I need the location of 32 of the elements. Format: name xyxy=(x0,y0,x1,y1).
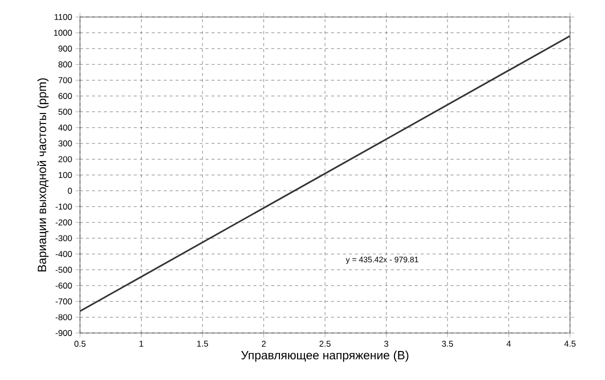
y-tick-label: 400 xyxy=(58,124,72,131)
y-tick-label: -400 xyxy=(56,251,72,257)
y-tick-label: -100 xyxy=(56,204,72,210)
y-tick-label: -500 xyxy=(56,266,72,273)
y-tick-label: 100 xyxy=(58,172,72,178)
x-tick-label: 2 xyxy=(262,340,266,347)
y-tick-label: -600 xyxy=(56,282,72,289)
x-tick-label: 0.5 xyxy=(74,340,86,347)
y-tick-label: 1100 xyxy=(54,14,72,20)
x-tick-label: 4.5 xyxy=(564,340,576,347)
x-tick-label: 1 xyxy=(140,340,144,347)
y-tick-label: 0 xyxy=(68,188,72,194)
y-tick-label: 200 xyxy=(58,156,72,162)
y-axis-title: Вариации выходной частоты (ppm) xyxy=(37,78,49,272)
x-tick-label: 3.5 xyxy=(442,340,454,347)
x-tick-label: 2.5 xyxy=(320,340,331,347)
y-tick-label: 500 xyxy=(58,108,72,115)
y-tick-label: 600 xyxy=(58,93,72,99)
y-tick-label: 900 xyxy=(58,46,72,52)
y-tick-label: -800 xyxy=(56,314,72,320)
y-tick-label: 700 xyxy=(58,77,72,84)
y-tick-label: 1000 xyxy=(54,30,72,36)
y-tick-label: 300 xyxy=(58,140,72,146)
x-tick-label: 1.5 xyxy=(197,340,208,347)
x-tick-label: 4 xyxy=(506,340,511,347)
y-tick-label: -200 xyxy=(56,219,72,226)
y-tick-label: -300 xyxy=(56,235,72,242)
y-tick-label: -700 xyxy=(56,298,72,304)
x-tick-label: 3 xyxy=(384,340,388,347)
y-tick-label: -900 xyxy=(56,330,72,336)
y-tick-label: 800 xyxy=(58,61,72,68)
x-axis-title: Управляющее напряжение (В) xyxy=(241,350,408,362)
